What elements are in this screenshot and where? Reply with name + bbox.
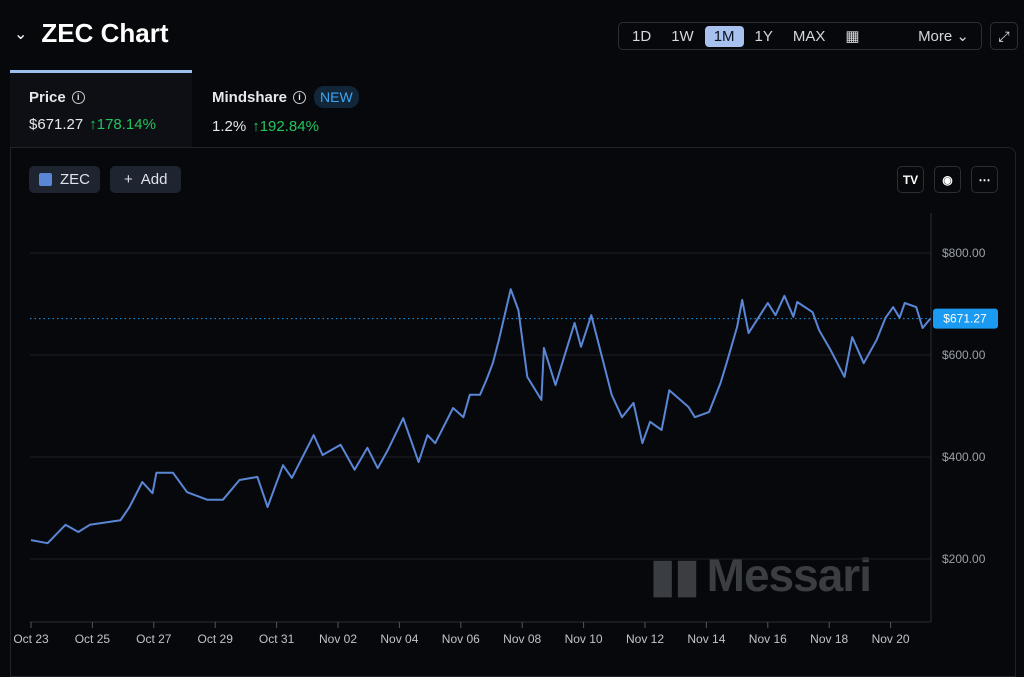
price-chart[interactable]: Oct 23 Oct 25 Oct 27 Oct 29 Oct 31 Nov 02 Nov … bbox=[0, 0, 1024, 661]
y-tick-label: $400.00 bbox=[942, 450, 986, 464]
x-tick-label: Oct 25 bbox=[75, 632, 111, 646]
x-tick-label: Nov 14 bbox=[687, 632, 725, 646]
x-tick-label: Nov 12 bbox=[626, 632, 664, 646]
x-tick-label: Nov 08 bbox=[503, 632, 541, 646]
price-line bbox=[31, 289, 930, 543]
x-tick-label: Oct 23 bbox=[13, 632, 49, 646]
x-tick-label: Nov 20 bbox=[872, 632, 910, 646]
x-tick-label: Nov 10 bbox=[565, 632, 603, 646]
x-tick-label: Nov 16 bbox=[749, 632, 787, 646]
x-tick-label: Nov 06 bbox=[442, 632, 480, 646]
y-tick-label: $800.00 bbox=[942, 246, 986, 260]
y-tick-label: $200.00 bbox=[942, 552, 986, 566]
last-price-label: $671.27 bbox=[943, 312, 987, 326]
x-tick-label: Nov 04 bbox=[380, 632, 418, 646]
x-tick-label: Oct 29 bbox=[198, 632, 234, 646]
x-tick-label: Oct 31 bbox=[259, 632, 295, 646]
x-tick-label: Nov 18 bbox=[810, 632, 848, 646]
y-tick-label: $600.00 bbox=[942, 348, 986, 362]
x-tick-label: Oct 27 bbox=[136, 632, 172, 646]
x-tick-label: Nov 02 bbox=[319, 632, 357, 646]
